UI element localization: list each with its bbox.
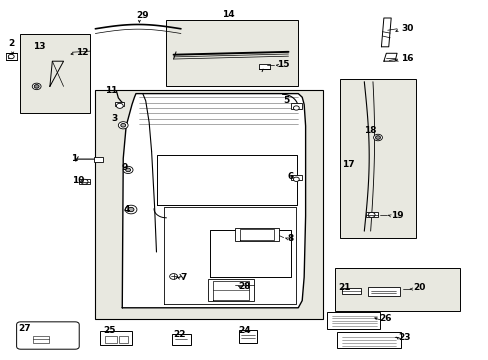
Text: 14: 14 bbox=[222, 10, 235, 19]
Text: 29: 29 bbox=[136, 10, 148, 19]
Bar bbox=[342, 288, 360, 294]
FancyBboxPatch shape bbox=[238, 330, 257, 343]
Text: 19: 19 bbox=[390, 211, 403, 220]
Text: 3: 3 bbox=[111, 114, 118, 123]
Text: 5: 5 bbox=[283, 96, 289, 105]
Bar bbox=[334, 268, 459, 311]
Text: 16: 16 bbox=[400, 54, 413, 63]
Polygon shape bbox=[211, 231, 289, 276]
Bar bbox=[290, 103, 301, 109]
Text: 6: 6 bbox=[287, 172, 293, 181]
Text: 4: 4 bbox=[123, 205, 129, 214]
Circle shape bbox=[373, 134, 382, 141]
Bar bbox=[94, 157, 102, 162]
FancyBboxPatch shape bbox=[337, 332, 400, 348]
Text: 27: 27 bbox=[19, 324, 31, 333]
Bar bbox=[6, 53, 17, 60]
Text: 30: 30 bbox=[400, 23, 412, 32]
Bar bbox=[115, 102, 124, 106]
Circle shape bbox=[116, 103, 123, 108]
Text: 2: 2 bbox=[8, 39, 15, 48]
Text: 12: 12 bbox=[76, 48, 88, 57]
Bar bbox=[207, 279, 254, 301]
Circle shape bbox=[34, 85, 39, 88]
Text: 18: 18 bbox=[364, 126, 376, 135]
Text: 7: 7 bbox=[180, 274, 186, 282]
Text: 8: 8 bbox=[287, 234, 293, 243]
Bar bbox=[79, 179, 90, 184]
Circle shape bbox=[293, 106, 299, 110]
Circle shape bbox=[121, 123, 125, 127]
Circle shape bbox=[125, 205, 137, 214]
Circle shape bbox=[293, 177, 299, 181]
Text: 11: 11 bbox=[105, 86, 118, 95]
Text: 17: 17 bbox=[342, 161, 354, 169]
Text: 23: 23 bbox=[398, 333, 410, 342]
Bar bbox=[290, 175, 301, 180]
Text: 24: 24 bbox=[238, 326, 251, 335]
Bar bbox=[367, 287, 399, 296]
Circle shape bbox=[81, 179, 88, 184]
Text: 26: 26 bbox=[378, 314, 391, 323]
Text: 21: 21 bbox=[338, 284, 350, 292]
Circle shape bbox=[367, 212, 374, 217]
Circle shape bbox=[169, 274, 177, 279]
Circle shape bbox=[123, 166, 133, 174]
Text: 15: 15 bbox=[277, 60, 289, 69]
Bar bbox=[33, 336, 49, 343]
Text: 10: 10 bbox=[72, 176, 84, 185]
Polygon shape bbox=[122, 94, 305, 308]
Bar bbox=[95, 90, 322, 319]
Bar bbox=[105, 336, 117, 343]
Text: 1: 1 bbox=[71, 154, 77, 163]
Bar bbox=[166, 20, 298, 86]
Text: 22: 22 bbox=[173, 330, 186, 339]
Text: 13: 13 bbox=[33, 42, 46, 51]
FancyBboxPatch shape bbox=[17, 322, 79, 349]
Circle shape bbox=[32, 83, 41, 90]
Text: 28: 28 bbox=[238, 282, 251, 291]
Circle shape bbox=[125, 168, 130, 172]
Bar bbox=[20, 34, 90, 113]
Circle shape bbox=[118, 122, 128, 129]
Bar bbox=[119, 336, 128, 343]
Text: 20: 20 bbox=[412, 284, 425, 292]
FancyBboxPatch shape bbox=[326, 312, 380, 329]
Circle shape bbox=[128, 207, 134, 212]
Circle shape bbox=[375, 136, 380, 139]
Text: 25: 25 bbox=[103, 326, 116, 335]
Circle shape bbox=[8, 54, 14, 59]
Text: 9: 9 bbox=[121, 163, 127, 172]
FancyBboxPatch shape bbox=[172, 334, 190, 345]
Bar bbox=[339, 79, 415, 238]
Bar bbox=[234, 228, 278, 241]
Bar bbox=[259, 64, 269, 69]
FancyBboxPatch shape bbox=[100, 331, 132, 345]
Bar bbox=[365, 212, 377, 217]
